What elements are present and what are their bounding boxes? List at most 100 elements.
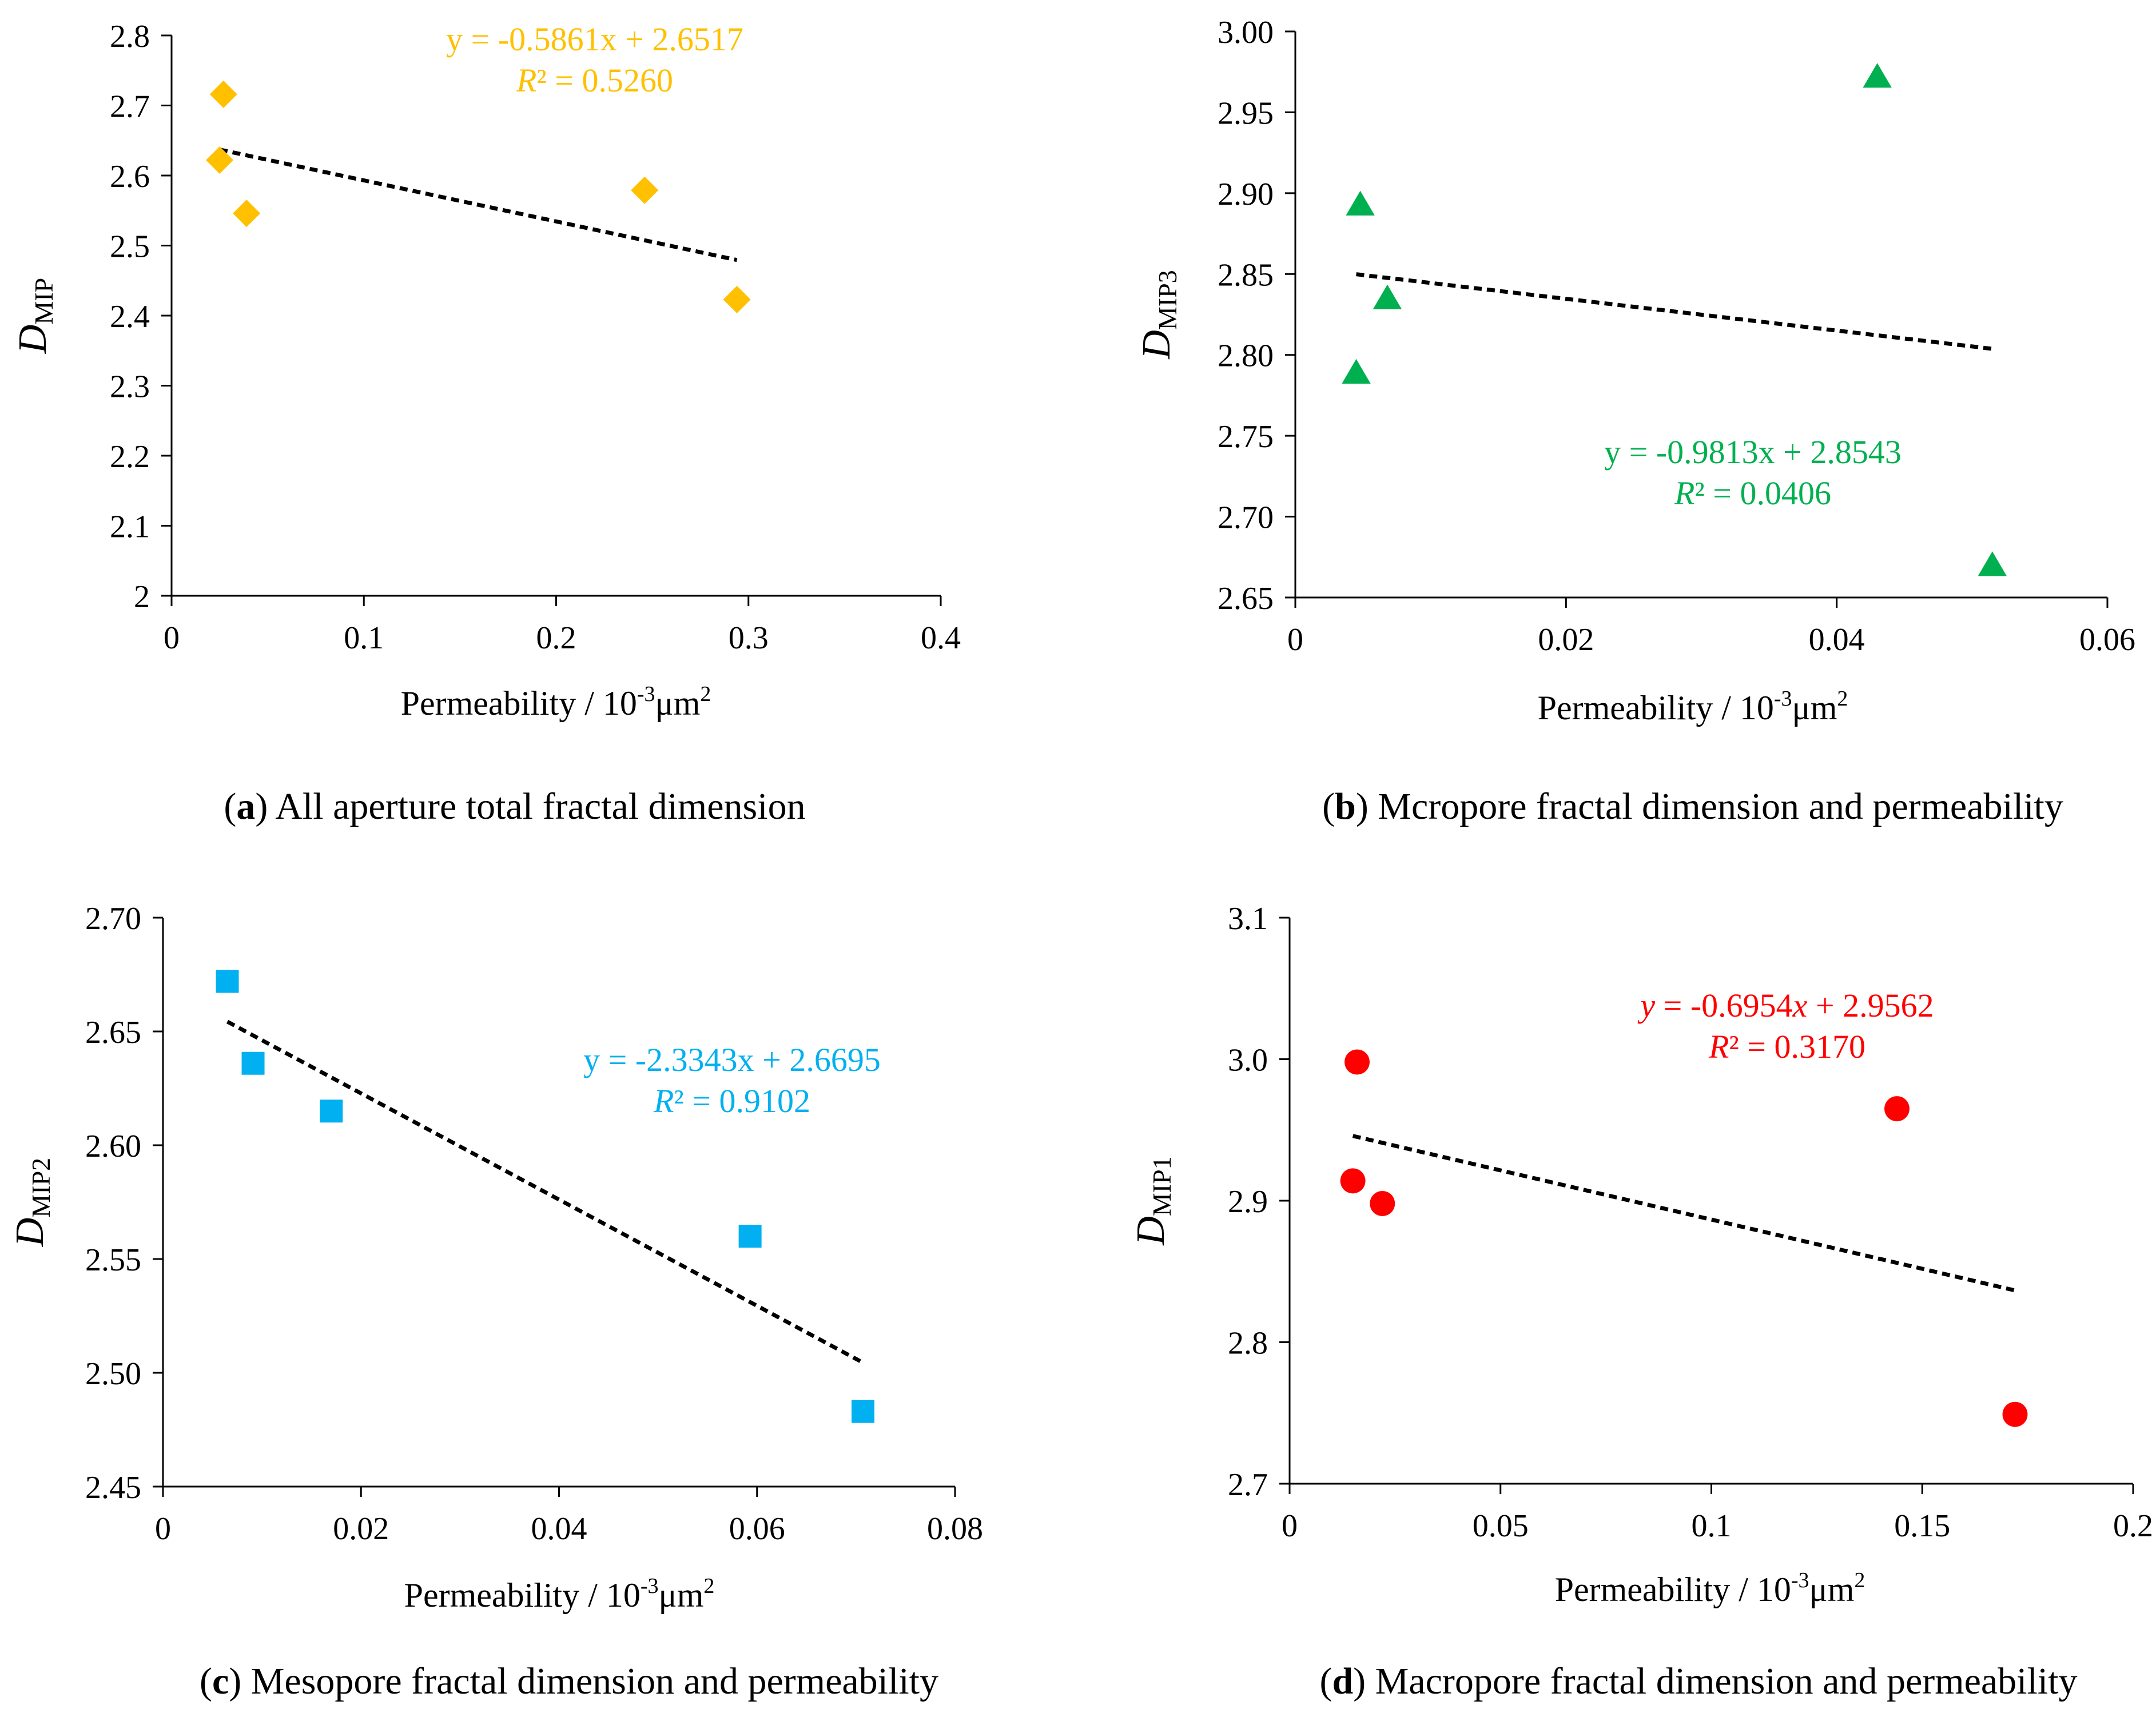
panel-b-data-point <box>1863 63 1892 88</box>
panel-c-y-axis-label: DMIP2 <box>8 1158 55 1247</box>
panel-c-y-tick-label: 2.70 <box>85 901 141 937</box>
panel-c-data-point <box>738 1225 762 1248</box>
panel-d-x-tick-label: 0.15 <box>1894 1508 1950 1544</box>
panel-d-equation-part: y <box>1637 987 1655 1024</box>
panel-d-x-label-exponent: -3 <box>1791 1568 1809 1592</box>
panel-d-y-axis-label: DMIP1 <box>1129 1156 1176 1245</box>
panel-c-x-label-text: Permeability / 10 <box>404 1576 641 1614</box>
panel-b-x-label-unit: μm <box>1792 689 1837 727</box>
panel-b-y-tick-label: 2.75 <box>1218 419 1274 455</box>
panel-d-x-tick-label: 0 <box>1282 1508 1298 1544</box>
panel-d-y-tick-label: 2.8 <box>1228 1326 1268 1361</box>
panel-c-x-label-unit-exponent: 2 <box>703 1574 714 1598</box>
panel-a-y-label-main: D <box>11 325 55 354</box>
panel-d-caption-paren: ( <box>1319 1660 1332 1702</box>
panel-b-data-point <box>1373 284 1402 309</box>
panel-b-y-label-main: D <box>1135 330 1179 360</box>
panel-b-r-squared: R² = 0.0406 <box>1674 475 1831 512</box>
panel-b-y-tick-label: 3.00 <box>1218 15 1274 50</box>
panel-c-r-squared-symbol: R <box>653 1082 674 1120</box>
panel-a-data-point <box>631 176 659 204</box>
panel-a-x-label-unit-exponent: 2 <box>700 682 711 706</box>
panel-d-y-label-subscript: MIP1 <box>1147 1156 1176 1216</box>
panel-c-y-tick-label: 2.50 <box>85 1356 141 1392</box>
panel-a-y-tick-label: 2.1 <box>110 509 150 545</box>
panel-a-trend-equation: y = -0.5861x + 2.6517 <box>446 21 743 58</box>
panel-c-x-label-exponent: -3 <box>641 1574 659 1598</box>
panel-d-x-label-unit-exponent: 2 <box>1854 1568 1865 1592</box>
panel-b-x-axis-label: Permeability / 10-3μm2 <box>1538 687 1848 727</box>
panel-a-x-tick-label: 0 <box>164 620 180 656</box>
panel-c-x-tick-label: 0 <box>155 1511 171 1547</box>
panel-a-data-point <box>206 146 234 174</box>
panel-b-data-point <box>1346 190 1375 216</box>
panel-a-r-squared: R² = 0.5260 <box>516 62 673 99</box>
panel-c-caption-letter: c <box>212 1660 229 1702</box>
panel-b-x-tick-label: 0.02 <box>1538 622 1594 658</box>
panel-c-y-label-subscript: MIP2 <box>26 1158 55 1218</box>
panel-b-y-label-subscript: MIP3 <box>1153 270 1182 330</box>
panel-c-chart: 0 0.02 0.04 0.06 0.08 2.45 2.50 2.55 2.60 2.65 2.7… <box>8 901 983 1702</box>
panel-d-chart: 0 0.05 0.1 0.15 0.2 2.7 2.8 2.9 3.0 3.1 y = -0.695… <box>1129 901 2153 1702</box>
panel-d-equation-part: = -0.6954 <box>1655 987 1793 1024</box>
panel-b-x-tick-label: 0 <box>1287 622 1303 658</box>
panel-d-r-squared-symbol: R <box>1708 1028 1729 1065</box>
panel-b-caption: (b) Mcropore fractal dimension and perme… <box>1322 786 2063 827</box>
panel-b-x-label-exponent: -3 <box>1774 687 1792 711</box>
panel-d-y-tick-label: 3.1 <box>1228 901 1268 937</box>
panel-b-y-tick-label: 2.65 <box>1218 581 1274 616</box>
panel-b-y-tick-label: 2.80 <box>1218 338 1274 374</box>
panel-d-y-tick-label: 2.7 <box>1228 1467 1268 1503</box>
panel-b-x-label-text: Permeability / 10 <box>1538 689 1774 727</box>
panel-d-x-tick-label: 0.05 <box>1473 1508 1529 1544</box>
panel-a-x-label-exponent: -3 <box>637 682 655 706</box>
panel-c-y-tick-label: 2.45 <box>85 1470 141 1505</box>
panel-c-data-point <box>851 1400 874 1423</box>
panel-a-caption-paren: ) <box>255 786 275 827</box>
panel-a-caption-letter: a <box>236 786 255 827</box>
panel-d-r-squared-value: ² = 0.3170 <box>1729 1028 1865 1065</box>
panel-d-data-point <box>2002 1401 2028 1427</box>
panel-d-x-tick-label: 0.1 <box>1692 1508 1732 1544</box>
panel-a-data-point <box>233 200 261 228</box>
panel-c-r-squared: R² = 0.9102 <box>653 1082 810 1120</box>
panel-b-trend-equation: y = -0.9813x + 2.8543 <box>1604 433 1902 471</box>
panel-b-y-axis-label: DMIP3 <box>1135 270 1182 359</box>
panel-a-x-tick-label: 0.3 <box>729 620 769 656</box>
panel-b-y-tick-label: 2.90 <box>1218 177 1274 212</box>
panel-a-caption-paren: ( <box>224 786 236 827</box>
panel-d-caption: (d) Macropore fractal dimension and perm… <box>1319 1660 2077 1702</box>
panel-a-caption-text: All aperture total fractal dimension <box>275 786 805 827</box>
panel-a-r-squared-value: ² = 0.5260 <box>536 62 673 99</box>
panel-c-y-tick-label: 2.60 <box>85 1129 141 1164</box>
panel-c-r-squared-value: ² = 0.9102 <box>674 1082 810 1120</box>
panel-d-equation-part: x <box>1792 987 1808 1024</box>
panel-a-y-tick-label: 2.2 <box>110 439 150 475</box>
panel-a-x-tick-label: 0.2 <box>536 620 576 656</box>
panel-b-caption-letter: b <box>1335 786 1356 827</box>
panel-a-y-tick-label: 2.7 <box>110 89 150 125</box>
panel-b-caption-paren: ) <box>1356 786 1378 827</box>
panel-c-x-tick-label: 0.02 <box>333 1511 389 1547</box>
panel-a-y-tick-label: 2.8 <box>110 19 150 54</box>
panel-a-caption: (a) All aperture total fractal dimension <box>224 786 805 827</box>
panel-c-caption-paren: ) <box>229 1660 250 1702</box>
panel-c-caption-paren: ( <box>200 1660 212 1702</box>
panel-a-x-label-text: Permeability / 10 <box>401 684 637 722</box>
panel-a-y-tick-label: 2.5 <box>110 229 150 265</box>
panel-d-x-label-unit: μm <box>1809 1571 1855 1608</box>
panel-b-x-label-unit-exponent: 2 <box>1837 687 1848 711</box>
panel-d-x-axis-label: Permeability / 10-3μm2 <box>1555 1568 1865 1608</box>
panel-b-y-tick-label: 2.95 <box>1218 95 1274 131</box>
panel-b-data-point <box>1342 358 1371 384</box>
panel-d-x-tick-label: 0.2 <box>2113 1508 2153 1544</box>
panel-d-trend-line <box>1352 1134 2016 1293</box>
panel-c-x-tick-label: 0.04 <box>531 1511 587 1547</box>
panel-a-y-tick-label: 2 <box>134 579 150 615</box>
panel-c-data-point <box>241 1051 265 1075</box>
panel-c-data-point <box>320 1099 343 1123</box>
panel-d-data-point <box>1370 1190 1395 1216</box>
panel-b-chart: 0 0.02 0.04 0.06 2.65 2.70 2.75 2.80 2.85 2.90 2.9… <box>1135 15 2135 827</box>
panel-b-caption-text: Mcropore fractal dimension and permeabil… <box>1378 786 2063 827</box>
